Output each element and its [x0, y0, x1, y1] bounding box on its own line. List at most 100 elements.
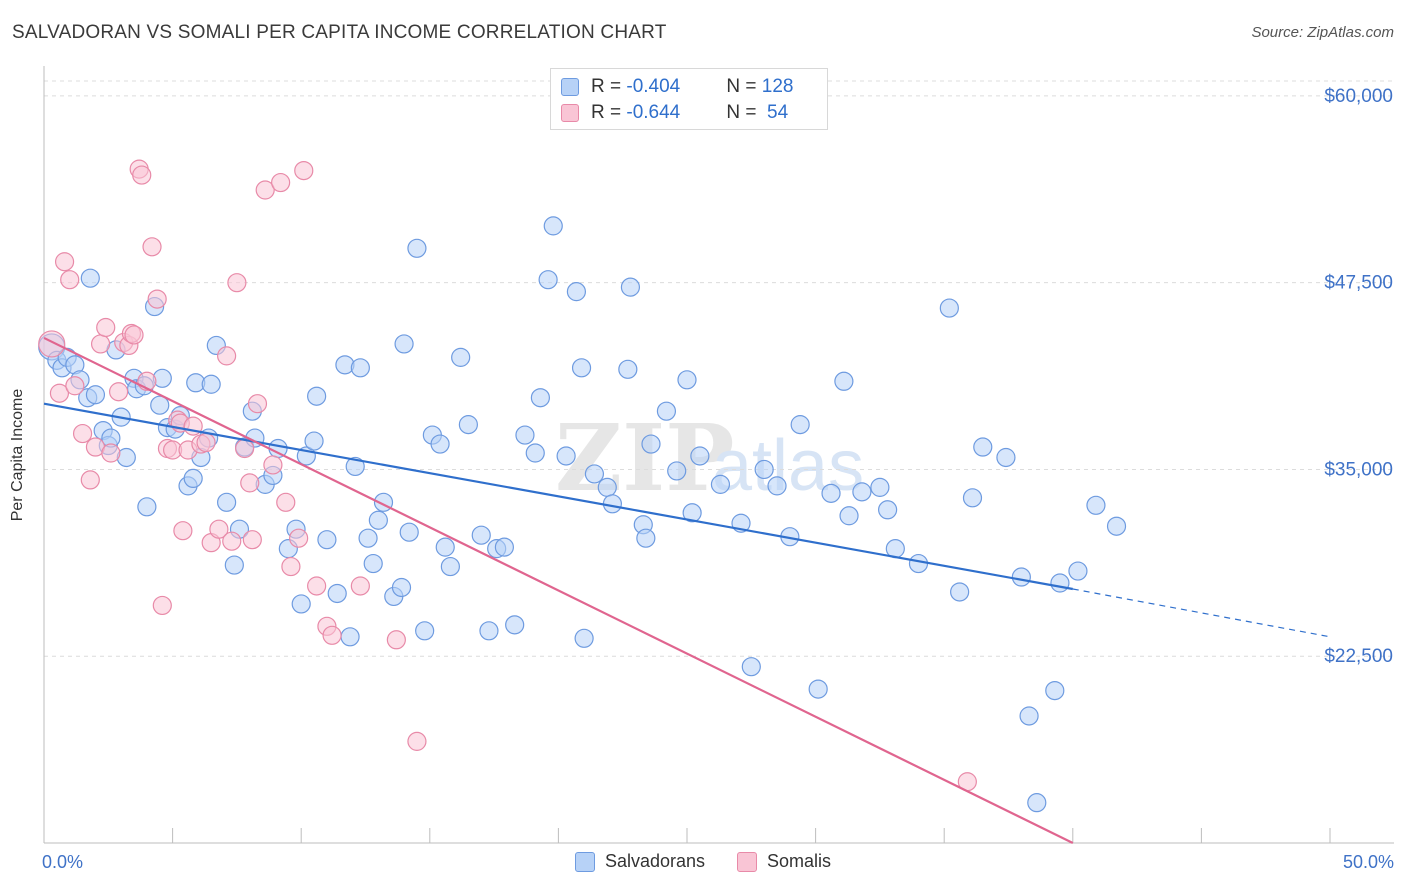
point-salvadorans: [340, 627, 360, 647]
point-somalis: [407, 731, 427, 751]
watermark: ZIP atlas: [555, 404, 864, 512]
axes: [43, 66, 1394, 844]
point-salvadorans: [1106, 516, 1127, 536]
point-salvadorans: [307, 386, 327, 406]
point-salvadorans: [137, 497, 157, 517]
grid: [44, 80, 1394, 657]
point-salvadorans: [345, 456, 365, 477]
legend-item-salvadorans[interactable]: Salvadorans: [574, 851, 705, 872]
point-salvadorans: [571, 358, 592, 378]
y-tick-label: $60,000: [1324, 86, 1393, 107]
point-salvadorans: [574, 628, 594, 648]
point-somalis: [142, 237, 162, 257]
point-somalis: [255, 180, 275, 200]
point-salvadorans: [1011, 567, 1031, 587]
point-salvadorans: [505, 615, 525, 635]
point-somalis: [281, 556, 301, 577]
chart-title: SALVADORAN VS SOMALI PER CAPITA INCOME C…: [12, 22, 667, 43]
point-salvadorans: [584, 464, 605, 484]
point-somalis: [322, 625, 342, 645]
point-salvadorans: [690, 446, 710, 466]
point-salvadorans: [1050, 573, 1070, 593]
point-salvadorans: [358, 528, 378, 548]
point-somalis: [242, 530, 262, 550]
y-tick-label: $35,000: [1324, 459, 1393, 480]
point-salvadorans: [950, 582, 970, 602]
legend: Salvadorans Somalis: [0, 851, 1406, 872]
x-tick-label-max: 50.0%: [1342, 852, 1394, 872]
point-somalis: [101, 443, 121, 463]
stats-swatch-somalis: [561, 104, 579, 122]
stats-box: R = -0.404 N = 128 R = -0.644 N = 54: [550, 68, 828, 130]
y-tick-label: $22,500: [1324, 646, 1393, 667]
trend-salvadorans: [43, 402, 1073, 591]
trend-extension-salvadorans: [1072, 588, 1331, 638]
point-salvadorans: [368, 510, 388, 530]
point-salvadorans: [962, 488, 983, 508]
point-somalis: [96, 317, 116, 338]
point-salvadorans: [754, 459, 774, 480]
legend-item-somalis[interactable]: Somalis: [737, 851, 831, 872]
point-salvadorans: [1068, 561, 1088, 581]
point-salvadorans: [597, 477, 617, 497]
point-somalis: [54, 252, 75, 272]
stats-n-label: N =: [726, 76, 762, 97]
point-salvadorans: [494, 537, 514, 557]
trend-somalis: [43, 336, 1074, 844]
point-salvadorans: [394, 334, 414, 354]
point-somalis: [271, 172, 291, 193]
point-salvadorans: [391, 577, 412, 598]
stats-n-value: 128: [761, 76, 794, 97]
point-salvadorans: [973, 437, 993, 457]
point-salvadorans: [834, 371, 854, 391]
legend-label-somalis: Somalis: [767, 851, 832, 871]
point-somalis: [247, 394, 268, 414]
point-salvadorans: [152, 368, 172, 388]
point-salvadorans: [327, 583, 347, 604]
point-somalis: [49, 383, 70, 403]
x-tick-label-min: 0.0%: [42, 852, 84, 872]
watermark-atlas: atlas: [712, 426, 864, 506]
point-salvadorans: [908, 553, 929, 574]
point-salvadorans: [602, 494, 623, 514]
point-salvadorans: [636, 528, 656, 548]
point-salvadorans: [291, 594, 311, 614]
point-salvadorans: [667, 461, 687, 481]
point-somalis: [108, 382, 129, 402]
point-salvadorans: [620, 277, 641, 297]
point-salvadorans: [741, 657, 761, 677]
point-salvadorans: [479, 621, 499, 641]
point-salvadorans: [304, 431, 324, 451]
point-salvadorans: [399, 522, 419, 542]
point-somalis: [80, 470, 100, 490]
point-salvadorans: [435, 537, 455, 557]
point-salvadorans: [839, 506, 859, 526]
point-salvadorans: [878, 500, 898, 520]
point-salvadorans: [543, 216, 563, 236]
point-somalis: [307, 576, 327, 596]
point-somalis: [72, 423, 93, 444]
point-salvadorans: [808, 679, 828, 699]
legend-swatch-somalis: [737, 851, 758, 872]
point-salvadorans: [471, 525, 491, 545]
point-somalis: [173, 521, 193, 541]
series-salvadorans: [38, 216, 1127, 813]
point-salvadorans: [939, 298, 959, 318]
point-salvadorans: [217, 492, 237, 512]
point-salvadorans: [1019, 706, 1039, 726]
point-salvadorans: [363, 553, 383, 574]
point-salvadorans: [767, 476, 787, 496]
point-salvadorans: [996, 447, 1016, 468]
stats-swatch-salvadorans: [561, 78, 579, 96]
point-somalis: [227, 273, 247, 293]
stats-r-value: -0.404: [626, 76, 681, 97]
point-salvadorans: [566, 282, 587, 302]
point-somalis: [152, 595, 172, 616]
point-salvadorans: [150, 395, 170, 415]
point-salvadorans: [80, 268, 100, 288]
point-salvadorans: [201, 374, 221, 394]
point-somalis: [209, 519, 229, 539]
legend-swatch-salvadorans: [574, 851, 595, 872]
point-salvadorans: [618, 359, 638, 379]
point-somalis: [263, 455, 283, 475]
